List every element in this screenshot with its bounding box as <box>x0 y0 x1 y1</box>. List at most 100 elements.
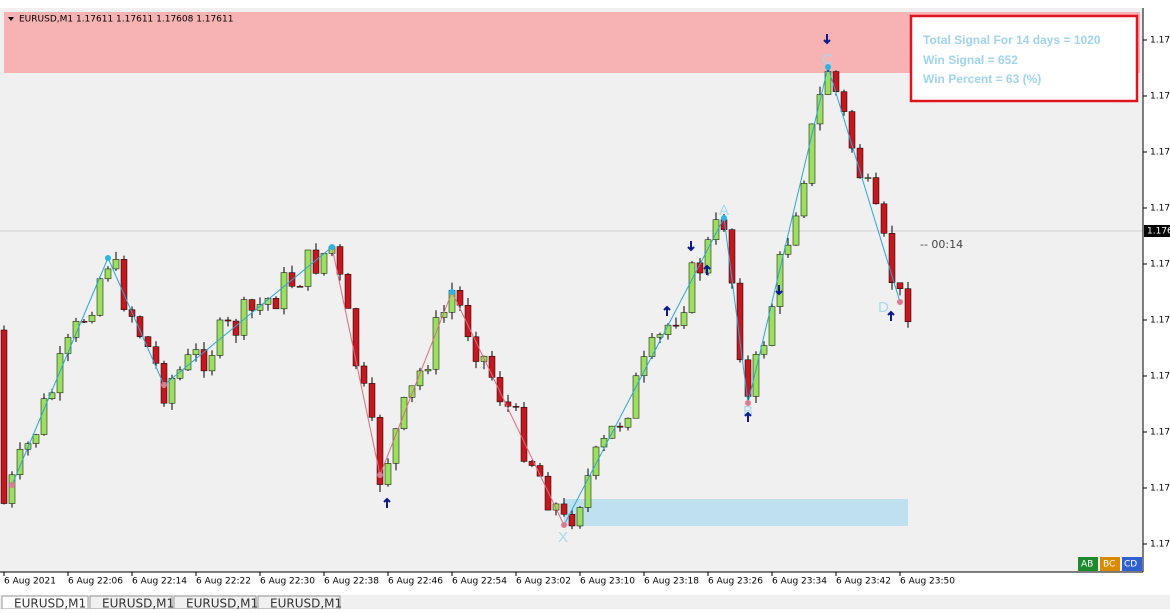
candle-body <box>88 315 96 322</box>
price-labels: 1.176 1.176 1.176 1.176 1.176 1.175 1.175 1.175… <box>1143 36 1170 550</box>
time-label: 6 Aug 23:34 <box>772 577 827 587</box>
candles <box>0 67 912 530</box>
zigzag-line <box>11 257 109 486</box>
candle-body <box>360 365 368 384</box>
candle-body <box>848 111 856 149</box>
candle-body <box>680 312 688 326</box>
pivot-dot <box>161 382 167 388</box>
candle-body <box>872 177 880 205</box>
cd-button-label: CD <box>1124 560 1137 570</box>
candle-body <box>864 177 872 179</box>
candle-body <box>320 253 328 274</box>
candle-body <box>904 288 912 323</box>
time-label: 6 Aug 23:42 <box>836 577 891 587</box>
candle-body <box>712 219 720 240</box>
candle-body <box>576 507 584 527</box>
candle-body <box>520 406 528 462</box>
candle-body <box>200 349 208 372</box>
candle-body <box>728 229 736 284</box>
candle-body <box>776 254 784 307</box>
candle-body <box>560 503 568 515</box>
pattern-label: A <box>719 202 729 219</box>
tab-label: EURUSD,M1 <box>14 597 86 610</box>
sell-arrow <box>775 285 783 296</box>
pivot-dot <box>561 522 567 528</box>
candle-body <box>272 298 280 310</box>
price-label: 1.176 <box>1150 260 1170 270</box>
ab-button-label: AB <box>1081 560 1093 570</box>
candle-body <box>528 461 536 466</box>
time-label: 6 Aug 22:54 <box>452 577 507 587</box>
price-label: 1.175 <box>1150 372 1170 382</box>
menu-arrow <box>8 17 14 21</box>
candle-body <box>672 324 680 327</box>
cd-button[interactable] <box>1122 557 1142 571</box>
candle-body <box>208 355 216 372</box>
candle-body <box>568 514 576 527</box>
candle-body <box>8 474 16 504</box>
candle-body <box>64 337 72 354</box>
pattern-label: C <box>822 51 833 68</box>
candle-body <box>752 354 760 397</box>
candle-body <box>816 94 824 125</box>
pattern-label: B <box>743 403 753 420</box>
zigzag-line <box>451 291 565 526</box>
price-label: 1.175 <box>1150 428 1170 438</box>
candle-body <box>888 233 896 283</box>
candle-body <box>296 286 304 288</box>
ab-button[interactable] <box>1078 557 1098 571</box>
bc-button[interactable] <box>1100 557 1120 571</box>
bc-button-label: BC <box>1103 560 1115 570</box>
buy-arrow <box>663 305 671 316</box>
candle-body <box>840 91 848 112</box>
candle-body <box>696 262 704 274</box>
candle-body <box>760 345 768 355</box>
candle-body <box>600 438 608 448</box>
info-box <box>909 14 1139 103</box>
candle-body <box>688 262 696 313</box>
time-label: 6 Aug 22:38 <box>324 577 379 587</box>
candle-body <box>224 319 232 322</box>
info-line: Win Percent = 63 (%) <box>923 72 1041 86</box>
pivot-dot <box>825 64 831 70</box>
price-label: 1.176 <box>1150 204 1170 214</box>
zigzag-line <box>827 66 901 303</box>
zigzag <box>9 64 903 528</box>
pivot-dot <box>105 255 111 261</box>
candle-body <box>112 259 120 270</box>
sell-arrow <box>687 241 695 252</box>
time-label: 6 Aug 22:06 <box>68 577 123 587</box>
zigzag-line <box>747 66 829 404</box>
candle-body <box>368 383 376 418</box>
pivot-dot <box>721 215 727 221</box>
candle-body <box>808 123 816 184</box>
candle-body <box>304 249 312 287</box>
candle-body <box>280 272 288 310</box>
buy-arrow <box>744 411 752 422</box>
candle-body <box>832 71 840 92</box>
candle-body <box>592 446 600 476</box>
candle-body <box>744 359 752 397</box>
candle-body <box>784 244 792 255</box>
candle-body <box>80 320 88 323</box>
candle-body <box>504 401 512 407</box>
info-line: Win Signal = 652 <box>923 53 1018 67</box>
candle-body <box>248 299 256 311</box>
price-label: 1.176 <box>1150 36 1170 46</box>
candle-body <box>424 368 432 372</box>
zigzag-line <box>107 257 165 386</box>
candle-body <box>824 71 832 95</box>
candle-body <box>256 304 264 311</box>
candle-body <box>376 417 384 485</box>
candle-body <box>640 356 648 377</box>
candle-body <box>144 336 152 347</box>
pivot-dot <box>9 482 15 488</box>
price-label: 1.175 <box>1150 484 1170 494</box>
candle-body <box>0 329 8 504</box>
candle-body <box>632 375 640 419</box>
price-label: 1.176 <box>1150 148 1170 158</box>
pivot-dot <box>329 244 335 250</box>
candle-body <box>552 503 560 511</box>
candle-body <box>56 353 64 394</box>
